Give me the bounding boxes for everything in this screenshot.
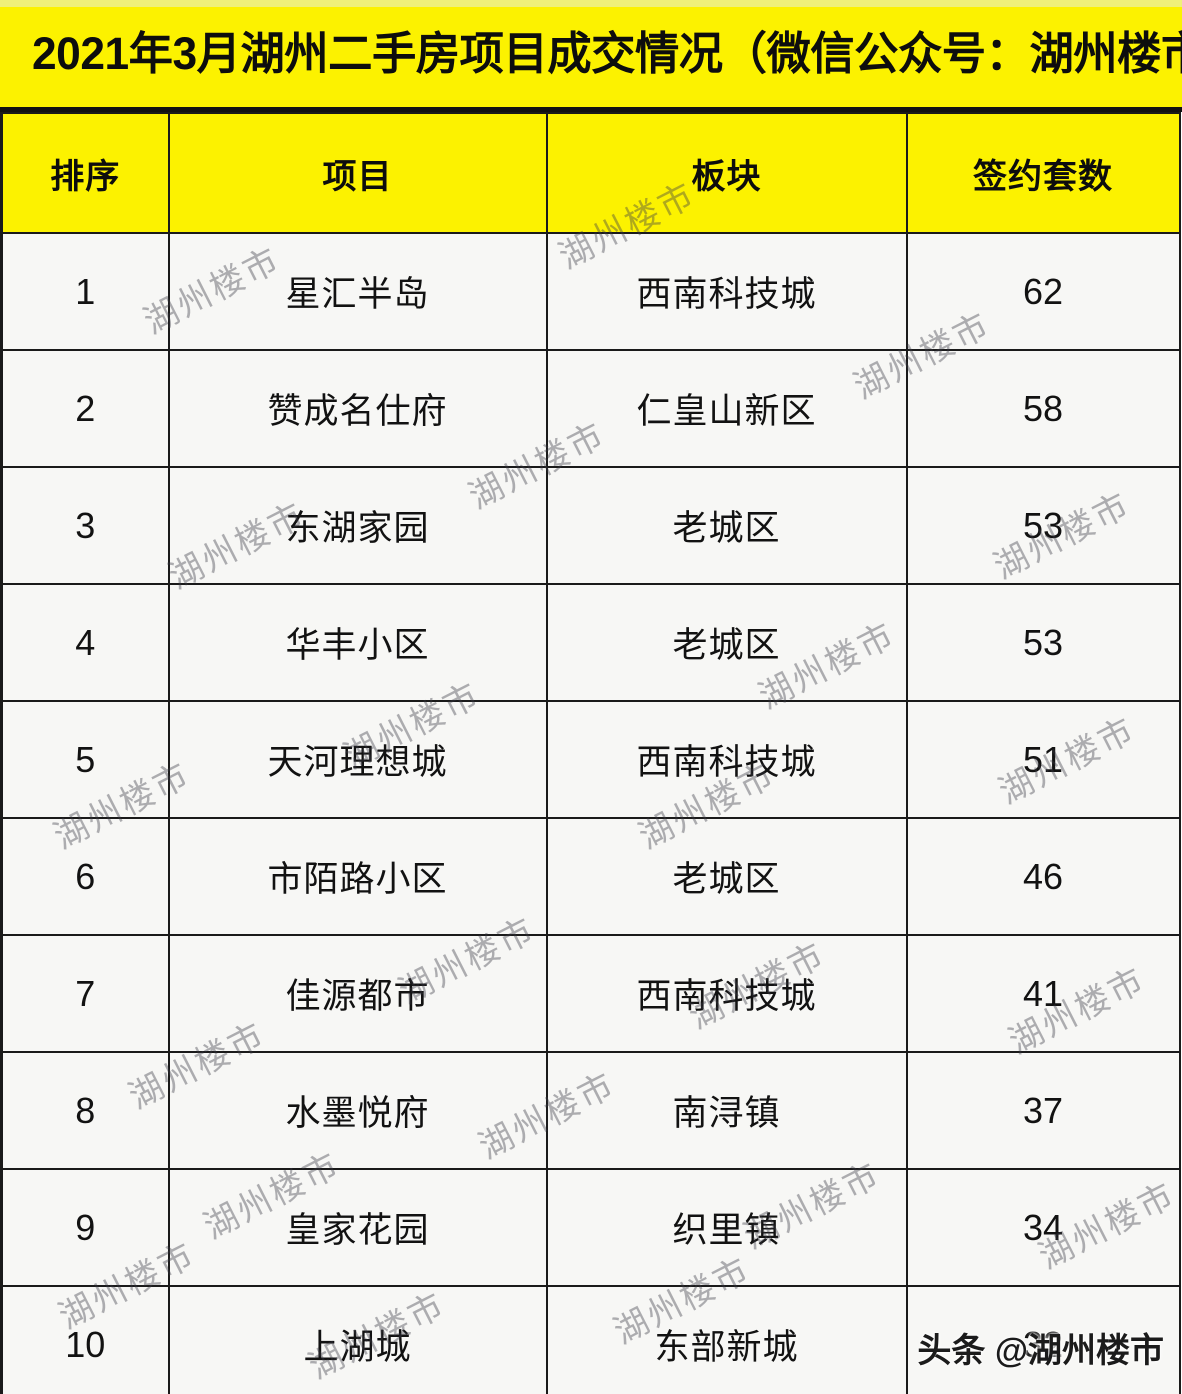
cell-rank: 4 (0, 583, 170, 702)
table-row: 2 赞成名仕府 仁皇山新区 58 (0, 349, 1181, 468)
cell-project: 华丰小区 (167, 583, 548, 702)
cell-rank: 5 (0, 700, 170, 819)
cell-count: 53 (905, 583, 1181, 702)
table-row: 4 华丰小区 老城区 53 (0, 583, 1181, 702)
cell-area: 东部新城 (545, 1285, 908, 1394)
cell-project: 上湖城 (167, 1285, 548, 1394)
table-row: 1 星汇半岛 西南科技城 62 (0, 232, 1181, 351)
cell-rank: 1 (0, 232, 170, 351)
cell-area: 老城区 (545, 466, 908, 585)
table-row: 8 水墨悦府 南浔镇 37 (0, 1051, 1181, 1170)
cell-project: 皇家花园 (167, 1168, 548, 1287)
cell-area: 西南科技城 (545, 232, 908, 351)
cell-area: 织里镇 (545, 1168, 908, 1287)
cell-project: 赞成名仕府 (167, 349, 548, 468)
cell-project: 佳源都市 (167, 934, 548, 1053)
cell-count: 32 (905, 1285, 1181, 1394)
cell-rank: 10 (0, 1285, 170, 1394)
table-title-band: 2021年3月湖州二手房项目成交情况（微信公众号：湖州楼市） (0, 0, 1182, 112)
table-body: 1 星汇半岛 西南科技城 62 2 赞成名仕府 仁皇山新区 58 3 东湖家园 老城区 53 4 华丰小区… (0, 232, 1181, 1394)
table-header-row: 排序 项目 板块 签约套数 (0, 112, 1181, 234)
cell-project: 星汇半岛 (167, 232, 548, 351)
cell-count: 34 (905, 1168, 1181, 1287)
cell-rank: 6 (0, 817, 170, 936)
cell-rank: 3 (0, 466, 170, 585)
cell-area: 老城区 (545, 583, 908, 702)
cell-project: 天河理想城 (167, 700, 548, 819)
cell-count: 58 (905, 349, 1181, 468)
cell-count: 51 (905, 700, 1181, 819)
cell-area: 西南科技城 (545, 700, 908, 819)
table-row: 3 东湖家园 老城区 53 (0, 466, 1181, 585)
brand-watermark: 头条 @湖州楼市 (917, 1332, 1164, 1370)
cell-project: 水墨悦府 (167, 1051, 548, 1170)
cell-count: 53 (905, 466, 1181, 585)
table-header: 排序 项目 板块 签约套数 (0, 112, 1181, 234)
table-row: 9 皇家花园 织里镇 34 (0, 1168, 1181, 1287)
column-header-count: 签约套数 (905, 112, 1181, 234)
column-header-rank: 排序 (0, 112, 170, 234)
cell-rank: 2 (0, 349, 170, 468)
cell-area: 西南科技城 (545, 934, 908, 1053)
table-row: 7 佳源都市 西南科技城 41 (0, 934, 1181, 1053)
cell-count: 62 (905, 232, 1181, 351)
cell-count: 46 (905, 817, 1181, 936)
cell-project: 东湖家园 (167, 466, 548, 585)
cell-area: 南浔镇 (545, 1051, 908, 1170)
column-header-project: 项目 (167, 112, 548, 234)
cell-rank: 7 (0, 934, 170, 1053)
table-row: 10 上湖城 东部新城 32 (0, 1285, 1181, 1394)
table-row: 6 市陌路小区 老城区 46 (0, 817, 1181, 936)
cell-count: 37 (905, 1051, 1181, 1170)
page-title: 2021年3月湖州二手房项目成交情况（微信公众号：湖州楼市） (32, 28, 1182, 79)
cell-rank: 8 (0, 1051, 170, 1170)
cell-area: 仁皇山新区 (545, 349, 908, 468)
cell-area: 老城区 (545, 817, 908, 936)
cell-count: 41 (905, 934, 1181, 1053)
column-header-area: 板块 (545, 112, 908, 234)
cell-rank: 9 (0, 1168, 170, 1287)
table-row: 5 天河理想城 西南科技城 51 (0, 700, 1181, 819)
transactions-table: 排序 项目 板块 签约套数 1 星汇半岛 西南科技城 62 2 赞成名仕府 仁皇山新区 58 3… (0, 112, 1181, 1394)
cell-project: 市陌路小区 (167, 817, 548, 936)
